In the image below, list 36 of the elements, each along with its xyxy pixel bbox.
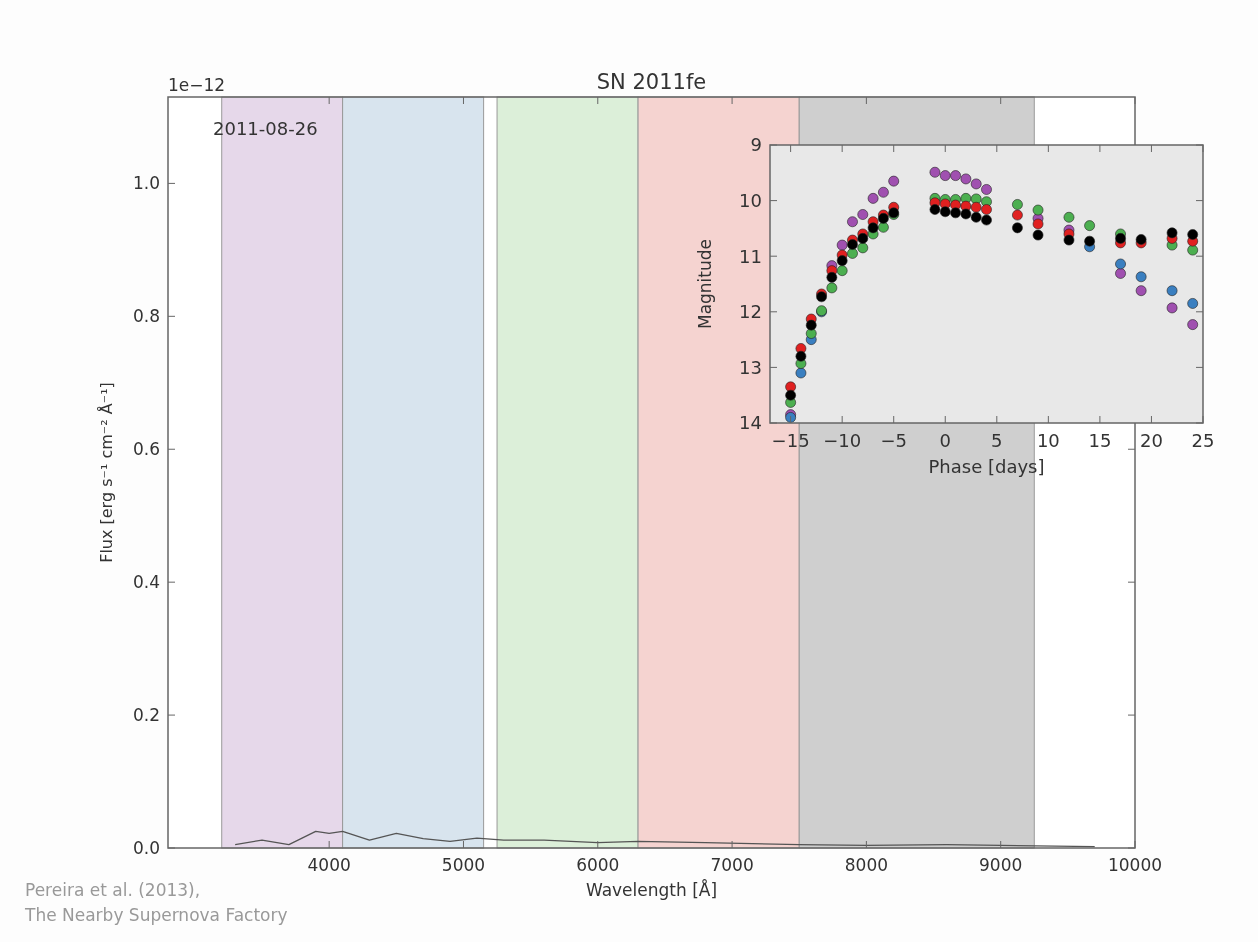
- x-tick-label: 15: [1088, 430, 1112, 451]
- x-tick-label: 7000: [710, 855, 754, 875]
- y-tick-label: 12: [739, 301, 762, 323]
- y-tick-label: 0.6: [132, 439, 160, 460]
- text: Pereira et al. (2013), The Nearby Supernova Factory: [24, 880, 288, 925]
- x-tick-label: 0: [939, 430, 951, 451]
- text: 1e−12: [168, 75, 226, 95]
- y-tick-label: 0.8: [132, 306, 160, 327]
- y-tick-label: 1.0: [132, 173, 160, 194]
- annotation: 2011-08-26: [213, 118, 318, 139]
- x-tick-label: 5000: [441, 855, 486, 875]
- x-tick-label: 9000: [979, 855, 1023, 875]
- y-tick-label: 10: [739, 189, 762, 211]
- x-tick-label: 4000: [307, 855, 351, 875]
- chart-title: SN 2011fe: [596, 70, 707, 94]
- y-tick-label: 0.0: [132, 837, 160, 858]
- x-tick-label: 25: [1191, 430, 1215, 451]
- x-axis-title: Phase [days]: [928, 456, 1045, 477]
- y-axis-title: Magnitude: [694, 238, 715, 330]
- x-tick-label: −10: [823, 430, 862, 451]
- y-tick-label: 11: [739, 245, 762, 267]
- y-tick-label: 14: [739, 412, 762, 434]
- y-tick-label: 0.2: [132, 705, 160, 726]
- x-axis-title: Wavelength [Å]: [585, 879, 718, 900]
- y-tick-label: 13: [739, 356, 762, 378]
- x-tick-label: 5: [991, 430, 1003, 451]
- x-tick-label: −5: [880, 430, 907, 451]
- x-tick-label: 6000: [576, 855, 620, 875]
- y-axis-title: Flux [erg s⁻¹ cm⁻² Å⁻¹]: [96, 382, 116, 563]
- y-tick-label: 0.4: [132, 572, 160, 593]
- x-tick-label: 10: [1036, 430, 1060, 451]
- x-tick-label: 20: [1140, 430, 1163, 451]
- y-tick-label: 9: [750, 134, 762, 156]
- x-tick-label: −15: [771, 430, 810, 451]
- x-tick-label: 10000: [1107, 855, 1163, 875]
- x-tick-label: 8000: [844, 855, 889, 875]
